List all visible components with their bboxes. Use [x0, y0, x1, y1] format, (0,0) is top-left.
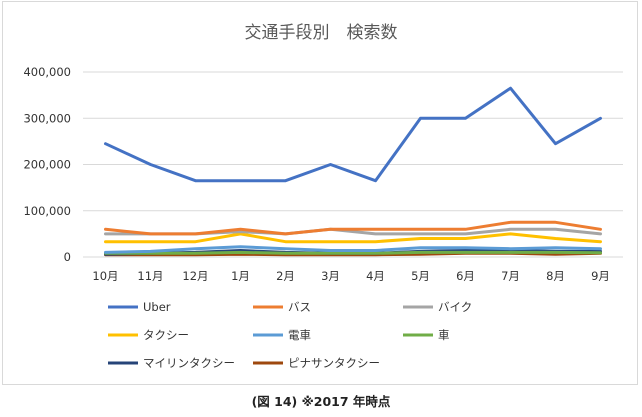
x-tick-label: 2月	[276, 269, 295, 283]
legend-label: マイリンタクシー	[143, 356, 235, 370]
line-chart: 交通手段別 検索数 0 100,000 200,000 300,000 400,000 1…	[23, 23, 623, 370]
series-line	[104, 232, 602, 244]
series-line	[104, 86, 602, 183]
y-tick-label: 400,000	[23, 65, 71, 79]
legend-label: バス	[288, 300, 311, 314]
x-tick-label: 9月	[591, 269, 610, 283]
y-tick-label: 100,000	[23, 204, 71, 218]
legend-label: Uber	[143, 300, 171, 314]
chart-title: 交通手段別 検索数	[245, 23, 398, 43]
y-tick-label: 300,000	[23, 111, 71, 125]
x-tick-label: 3月	[321, 269, 340, 283]
x-tick-label: 7月	[501, 269, 520, 283]
y-tick-label: 200,000	[23, 158, 71, 172]
legend-label: タクシー	[143, 328, 189, 342]
x-tick-label: 11月	[137, 269, 163, 283]
x-tick-label: 6月	[456, 269, 475, 283]
chart-frame: 交通手段別 検索数 0 100,000 200,000 300,000 400,000 1…	[2, 1, 638, 385]
figure-caption: (図 14) ※2017 年時点	[251, 394, 391, 409]
x-tick-label: 1月	[231, 269, 250, 283]
series-line	[104, 250, 602, 255]
series-line	[104, 245, 602, 254]
x-tick-label: 5月	[411, 269, 430, 283]
x-tick-label: 10月	[92, 269, 118, 283]
legend-label: バイク	[438, 300, 472, 314]
x-tick-label: 12月	[182, 269, 208, 283]
legend-label: 電車	[288, 328, 311, 342]
legend-label: ピナサンタクシー	[288, 356, 380, 370]
x-tick-label: 8月	[546, 269, 565, 283]
series-line	[104, 220, 602, 236]
y-tick-label: 0	[64, 250, 71, 264]
x-tick-label: 4月	[366, 269, 385, 283]
legend-label: 車	[438, 328, 450, 342]
